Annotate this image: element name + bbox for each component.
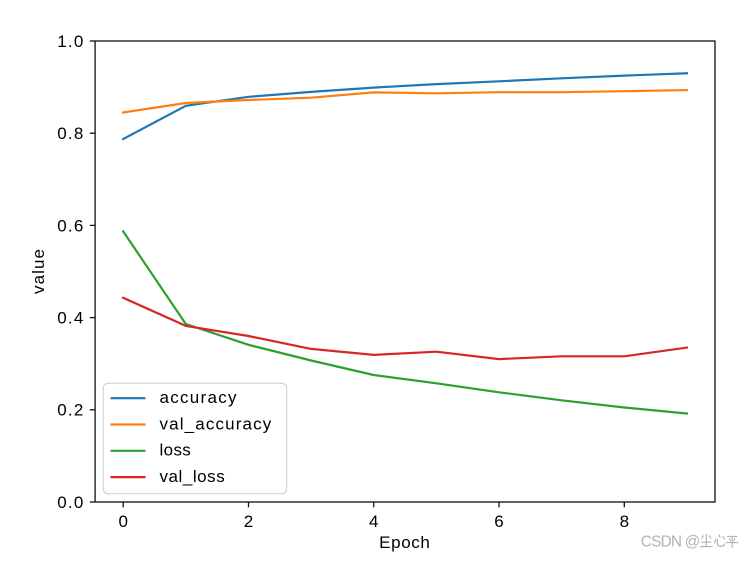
svg-text:loss: loss [160,441,191,460]
svg-text:0: 0 [118,512,127,531]
svg-text:0.0: 0.0 [57,493,83,512]
svg-text:8: 8 [620,512,629,531]
svg-text:4: 4 [369,512,378,531]
svg-text:6: 6 [494,512,503,531]
svg-text:0.6: 0.6 [57,216,83,235]
svg-text:accuracy: accuracy [160,388,238,407]
svg-text:Epoch: Epoch [379,533,430,552]
svg-text:0.8: 0.8 [57,124,83,143]
svg-text:value: value [29,249,48,294]
svg-text:CSDN @: CSDN @ [641,534,701,551]
svg-text:val_loss: val_loss [160,467,225,486]
svg-text:0.2: 0.2 [57,401,83,420]
svg-text:val_accuracy: val_accuracy [160,414,272,433]
svg-text:1.0: 1.0 [57,32,83,51]
svg-text:0.4: 0.4 [57,309,83,328]
svg-text:2: 2 [244,512,253,531]
